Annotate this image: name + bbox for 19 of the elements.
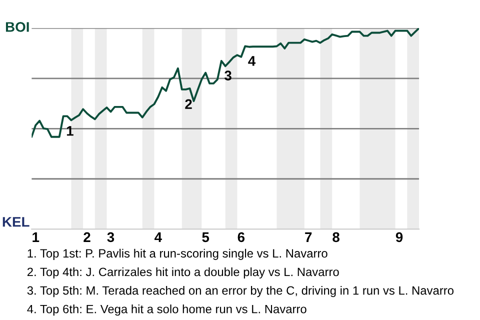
x-tick-label: 5 xyxy=(202,232,210,242)
x-tick-label: 1 xyxy=(32,232,40,242)
x-tick-label: 8 xyxy=(332,232,340,242)
x-tick-label: 9 xyxy=(396,232,403,242)
annotation: 1 xyxy=(66,126,74,136)
x-tick-label: 2 xyxy=(84,232,90,242)
x-tick-label: 6 xyxy=(238,232,245,242)
x-tick-label: 7 xyxy=(305,232,312,242)
text: BOI xyxy=(6,22,29,32)
text: KEL xyxy=(2,217,30,227)
text: 2. Top 4th: J. Carrizales hit into a double play vs L. Navarro xyxy=(27,267,339,279)
text: 3. Top 5th: M. Terada reached on an error by the C, driving in 1 run vs L. Navarro xyxy=(27,286,454,298)
annotation: 2 xyxy=(185,99,192,109)
x-tick-label: 3 xyxy=(107,232,114,242)
annotation: 4 xyxy=(248,56,256,66)
x-tick-label: 4 xyxy=(154,232,162,242)
annotation: 3 xyxy=(224,70,232,81)
text: 4. Top 6th: E. Vega hit a solo home run vs L. Navarro xyxy=(27,304,306,316)
text: 1. Top 1st: P. Pavlis hit a run-scoring single vs L. Navarro xyxy=(28,248,328,260)
